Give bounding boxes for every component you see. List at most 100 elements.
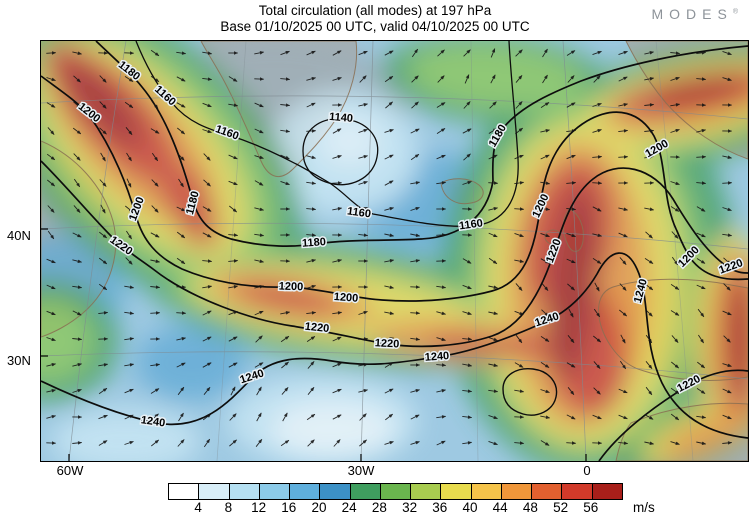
wind-arrow	[696, 181, 707, 185]
map-canvas: 1180120011601160114011801200122011601160…	[41, 41, 748, 461]
wind-arrow	[306, 284, 316, 289]
wind-arrow	[644, 283, 654, 291]
wind-arrow	[619, 257, 627, 265]
wind-arrow	[150, 311, 161, 315]
wind-arrow	[47, 127, 55, 135]
wind-arrow	[254, 259, 264, 263]
wind-arrow	[177, 439, 185, 447]
wind-arrow	[436, 363, 447, 367]
wind-arrow	[514, 362, 524, 368]
wind-arrow	[540, 129, 550, 133]
contour-label: 1180	[302, 236, 327, 250]
colorbar-tick-label: 44	[492, 500, 508, 515]
wind-arrow	[228, 259, 239, 263]
wind-arrow	[151, 152, 159, 162]
wind-arrow	[541, 309, 549, 317]
wind-arrow	[306, 102, 316, 108]
wind-arrow	[202, 51, 213, 55]
wind-arrow	[306, 155, 316, 159]
wind-arrow	[202, 310, 212, 316]
colorbar-tick-label: 16	[281, 500, 297, 515]
wind-arrow	[514, 154, 524, 160]
colorbar-segment	[411, 484, 442, 499]
wind-arrow	[176, 51, 187, 55]
wind-arrow	[593, 335, 601, 343]
wind-arrow	[306, 129, 317, 133]
wind-arrow	[567, 283, 575, 291]
wind-arrow	[358, 310, 368, 315]
wind-arrow	[410, 389, 420, 393]
wind-arrow	[254, 51, 265, 55]
wind-arrow	[488, 232, 498, 238]
wind-arrow	[488, 207, 498, 211]
wind-arrow	[618, 232, 628, 238]
wind-arrow	[178, 412, 184, 422]
wind-arrow	[359, 439, 367, 447]
wind-arrow	[723, 335, 731, 343]
wind-arrow	[696, 129, 706, 133]
wind-arrow	[490, 74, 496, 84]
wind-arrow	[73, 101, 81, 109]
wind-arrow	[722, 181, 733, 185]
wind-arrow	[515, 49, 523, 57]
wind-arrow	[618, 129, 629, 133]
wind-arrow	[619, 309, 627, 317]
wind-arrow	[280, 154, 290, 160]
wind-arrow	[488, 128, 498, 134]
wind-arrow	[359, 75, 367, 83]
wind-arrow	[46, 389, 56, 393]
wind-arrow	[358, 363, 369, 367]
wind-arrow	[670, 206, 680, 212]
wind-arrow	[566, 102, 576, 108]
wind-arrow	[98, 363, 109, 367]
wind-arrow	[358, 233, 369, 237]
wind-arrow	[620, 334, 626, 344]
wind-arrow	[203, 153, 211, 161]
wind-arrow	[46, 337, 56, 342]
wind-arrow	[254, 310, 264, 316]
wind-arrow	[462, 415, 473, 419]
wind-arrow	[72, 388, 82, 393]
wind-arrow	[176, 76, 186, 82]
wind-arrow	[46, 153, 56, 161]
wind-arrow	[100, 152, 106, 162]
wind-arrow	[384, 233, 394, 237]
wind-arrow	[73, 178, 81, 188]
wind-arrow	[177, 127, 185, 135]
wind-arrow	[280, 77, 291, 81]
wind-arrow	[150, 363, 161, 367]
wind-arrow	[696, 258, 706, 264]
wind-arrow	[411, 101, 419, 109]
wind-arrow	[384, 441, 394, 445]
wind-arrow	[542, 74, 548, 84]
wind-arrow	[176, 311, 187, 315]
wind-arrow	[540, 362, 550, 368]
wind-arrow	[436, 285, 447, 289]
wind-arrow	[46, 258, 56, 264]
wind-arrow	[176, 337, 186, 341]
wind-arrow	[99, 231, 107, 239]
wind-arrow	[566, 154, 576, 160]
colorbar-tick-label: 56	[583, 500, 599, 515]
wind-arrow	[436, 311, 446, 315]
wind-arrow	[150, 232, 160, 238]
wind-arrow	[488, 257, 498, 265]
wind-arrow	[124, 101, 134, 109]
wind-arrow	[358, 389, 368, 393]
wind-arrow	[150, 285, 161, 289]
wind-arrow	[566, 258, 576, 264]
wind-arrow	[462, 180, 472, 185]
contour-label: 1140	[329, 111, 354, 125]
wind-arrow	[177, 153, 185, 161]
wind-arrow	[384, 311, 395, 315]
wind-arrow	[644, 414, 654, 420]
contour-label: 1200	[333, 291, 358, 305]
wind-arrow	[254, 128, 264, 134]
wind-arrow	[332, 388, 342, 394]
wind-arrow	[410, 414, 420, 420]
wind-arrow	[306, 233, 317, 237]
wind-arrow	[46, 310, 56, 316]
contour-label: 1160	[346, 205, 371, 220]
wind-arrow	[489, 101, 497, 109]
wind-arrow	[306, 259, 316, 263]
